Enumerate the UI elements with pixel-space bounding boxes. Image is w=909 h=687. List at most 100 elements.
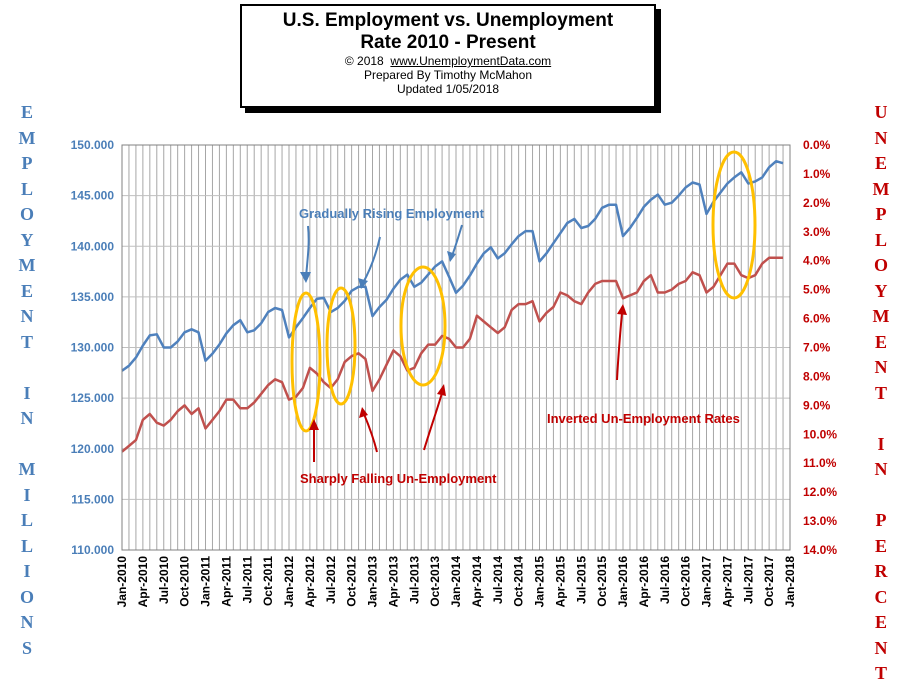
axis-title-letter: N [20,408,34,428]
axis-title-letter: O [19,204,34,224]
right-tick-label: 1.0% [803,167,831,181]
axis-title-letter: E [874,612,887,632]
right-tick-label: 9.0% [803,398,831,412]
x-tick-label: Jul-2013 [407,556,421,604]
x-tick-label: Jan-2018 [783,556,797,608]
x-tick-label: Jul-2010 [157,556,171,604]
axis-title-letter: I [23,561,31,581]
x-tick-label: Apr-2014 [470,556,484,608]
axis-title-letter: N [874,459,888,479]
unemployment-line [121,256,783,453]
axis-title-letter: T [20,331,33,352]
red-arrowhead [437,384,446,396]
x-tick-label: Jul-2012 [324,556,338,604]
axis-title-letter: P [21,153,33,173]
prepared-by-text: Prepared By Timothy McMahon [363,68,533,82]
axis-title-letter: N [20,612,34,632]
axis-title-letter: O [873,255,888,275]
right-tick-label: 4.0% [803,254,831,268]
x-tick-label: Oct-2011 [261,556,275,606]
right-tick-label: 14.0% [803,543,837,557]
red-arrow [363,413,378,453]
website-link[interactable]: www.UnemploymentData.com [390,54,552,68]
axis-title-letter: O [19,586,34,607]
x-tick-label: Oct-2016 [679,556,693,607]
x-tick-label: Jan-2015 [533,556,547,608]
annotations: Gradually Rising Employment Sharply Fall… [290,150,757,486]
axis-title-letter: E [874,535,887,556]
axis-title-letter: R [874,561,888,581]
red-arrowhead [359,407,368,418]
right-axis-ticks: 0.0% 1.0% 2.0% 3.0% 4.0% 5.0% 6.0% 7.0% 8.0% 9.0%… [803,138,837,557]
annotation-inverted-rates: Inverted Un-Employment Rates [547,411,740,426]
updated-date-text: Updated 1/05/2018 [396,82,500,96]
red-arrowhead [309,419,319,430]
axis-title-letter: M [18,127,36,148]
axis-title-letter: E [20,280,33,301]
x-tick-label: Oct-2015 [595,556,609,607]
x-tick-label: Apr-2012 [303,556,317,608]
x-tick-label: Oct-2014 [512,556,526,607]
grid [122,145,790,550]
axis-title-letter [866,483,896,509]
x-tick-label: Apr-2015 [553,556,567,608]
left-tick-label: 140.000 [71,239,115,253]
x-tick-label: Oct-2010 [178,556,192,607]
annotation-falling-unemployment: Sharply Falling Un-Employment [300,471,497,486]
copyright-text: © 2018 [344,54,384,68]
axis-title-letter: C [874,586,888,607]
right-tick-label: 8.0% [803,369,831,383]
left-axis-ticks: 110.000 115.000 120.000 125.000 130.000 135.0… [71,138,115,557]
x-tick-label: Jan-2010 [115,556,129,608]
highlight-ellipse [399,265,447,387]
x-tick-label: Oct-2013 [428,556,442,607]
red-arrowhead [617,304,627,315]
axis-title-letter: N [874,127,888,148]
right-tick-label: 12.0% [803,485,837,499]
axis-title-letter [12,355,42,381]
left-tick-label: 145.000 [71,189,115,203]
axis-title-letter: E [874,153,887,173]
x-tick-label: Jul-2015 [574,556,588,604]
x-tick-label: Jan-2017 [700,556,714,608]
chart-title-line2: Rate 2010 - Present [360,32,536,53]
employment-line [121,159,784,372]
axis-title-letter: L [20,178,33,199]
axis-title-letter: Y [874,280,888,301]
axis-title-letter: L [874,229,887,250]
axis-title-letter: N [874,357,888,377]
x-tick-label: Oct-2012 [345,556,359,607]
left-tick-label: 130.000 [71,341,115,355]
axis-title-letter: I [877,433,885,454]
axis-title-letter: S [21,637,32,658]
red-arrows [313,312,623,462]
axis-title-letter: P [875,204,887,224]
axis-title-letter: T [874,663,887,683]
right-tick-label: 7.0% [803,341,831,355]
x-tick-label: Jan-2013 [366,556,380,608]
red-arrow [423,392,443,451]
chart-title-line1: U.S. Employment vs. Unemployment [282,10,614,31]
blue-arrowhead [447,251,456,262]
axis-title-letter: I [23,382,31,403]
highlight-ellipse [325,286,357,406]
axis-title-letter: T [874,382,887,403]
left-tick-label: 125.000 [71,391,115,405]
x-tick-label: Apr-2011 [219,556,233,607]
x-axis-ticks: Jan-2010 Apr-2010 Jul-2010 Oct-2010 Jan-2011… [115,556,797,608]
axis-title-letter: N [20,306,34,326]
axis-title-letter: M [872,178,890,199]
left-tick-label: 110.000 [71,543,114,557]
x-tick-label: Jul-2011 [240,556,254,604]
axis-title-letter: M [18,255,36,275]
x-tick-label: Oct-2017 [762,556,776,607]
right-tick-label: 3.0% [803,225,831,239]
x-tick-label: Jan-2016 [616,556,630,608]
x-tick-label: Apr-2016 [637,556,651,608]
axis-title-letter: N [874,637,888,658]
chart: 110.000 115.000 120.000 125.000 130.000 135.0… [71,138,838,608]
axis-title-letter: U [874,102,888,122]
axis-title-letter [866,406,896,432]
